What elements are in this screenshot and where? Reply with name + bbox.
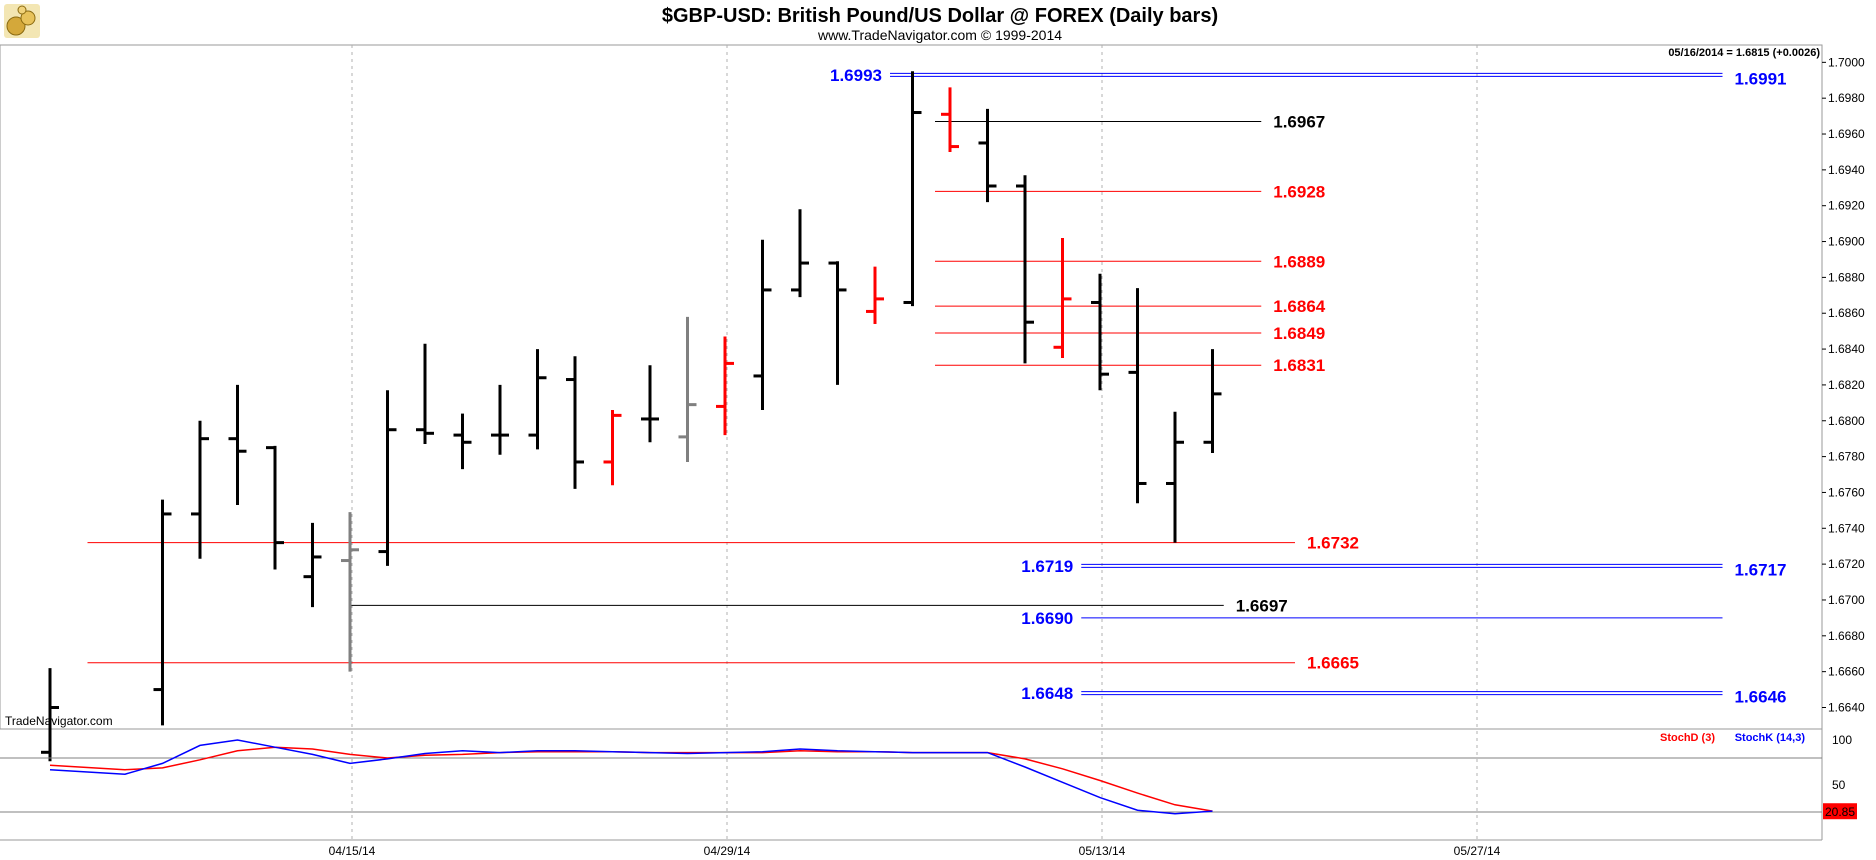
level-label: 1.6697 — [1236, 596, 1288, 615]
ohlc-bar — [828, 261, 847, 385]
ohlc-bar — [1203, 349, 1222, 454]
last-quote: 05/16/2014 = 1.6815 (+0.0026) — [1668, 47, 1820, 59]
watermark: TradeNavigator.com — [5, 714, 113, 728]
stoch-tick-label: 100 — [1832, 733, 1852, 747]
level-label: 1.6928 — [1273, 182, 1325, 201]
ohlc-bar — [341, 512, 359, 672]
stoch-tick-label: 50 — [1832, 778, 1846, 792]
y-tick-label: 1.7000 — [1828, 55, 1865, 69]
level-label: 1.6991 — [1735, 69, 1787, 88]
ohlc-bar — [716, 336, 734, 436]
y-tick-label: 1.6820 — [1828, 378, 1865, 392]
ohlc-bar — [1166, 411, 1184, 543]
ohlc-bar — [903, 71, 922, 307]
ohlc-bar — [678, 316, 697, 462]
y-tick-label: 1.6760 — [1828, 485, 1865, 499]
y-tick-label: 1.6680 — [1828, 629, 1865, 643]
ohlc-bar — [1091, 273, 1109, 391]
price-axis: 1.7000 1.6980 1.6960 1.6940 1.6920 1.6900 1.68… — [1822, 55, 1865, 714]
y-tick-label: 1.6740 — [1828, 521, 1865, 535]
ohlc-bar — [603, 410, 622, 486]
time-axis: 04/15/14 04/29/14 05/13/14 05/27/14 — [329, 844, 1501, 858]
y-tick-label: 1.6960 — [1828, 127, 1865, 141]
level-label: 1.6717 — [1735, 561, 1787, 580]
x-tick-label: 05/13/14 — [1079, 844, 1126, 858]
y-tick-label: 1.6720 — [1828, 557, 1865, 571]
ohlc-bar — [528, 349, 547, 450]
stochastic-panel: 100 50 20.85 — [0, 733, 1857, 820]
ohlc-bar — [228, 384, 247, 505]
chart-subtitle: www.TradeNavigator.com © 1999-2014 — [817, 27, 1062, 43]
ohlc-bar — [791, 209, 809, 298]
y-tick-label: 1.6880 — [1828, 270, 1865, 284]
ohlc-bar — [41, 668, 59, 762]
level-label: 1.6993 — [830, 66, 882, 85]
ohlc-bar — [641, 365, 659, 443]
ohlc-bar — [191, 420, 209, 559]
ohlc-bar — [453, 413, 472, 470]
y-tick-label: 1.6940 — [1828, 163, 1865, 177]
ohlc-bar — [566, 356, 584, 489]
level-label: 1.6690 — [1021, 609, 1073, 628]
y-tick-label: 1.6780 — [1828, 450, 1865, 464]
ohlc-bar — [416, 343, 434, 445]
y-tick-label: 1.6860 — [1828, 306, 1865, 320]
y-tick-label: 1.6920 — [1828, 199, 1865, 213]
y-tick-label: 1.6640 — [1828, 700, 1865, 714]
stochk-line — [49, 739, 1213, 815]
legend-stochk: StochK (14,3) — [1735, 732, 1806, 744]
y-tick-label: 1.6800 — [1828, 414, 1865, 428]
ohlc-bar — [1016, 175, 1034, 364]
ohlc-bar — [303, 522, 322, 608]
ohlc-bar — [753, 239, 772, 411]
stoch-value-box — [1823, 803, 1857, 820]
legend-stochd: StochD (3) — [1660, 732, 1715, 744]
x-tick-label: 04/29/14 — [704, 844, 751, 858]
y-tick-label: 1.6980 — [1828, 91, 1865, 105]
y-tick-label: 1.6660 — [1828, 665, 1865, 679]
level-label: 1.6864 — [1273, 297, 1326, 316]
ohlc-bar — [1053, 237, 1072, 359]
level-label: 1.6849 — [1273, 324, 1325, 343]
ohlc-bar — [1128, 288, 1147, 504]
level-label: 1.6648 — [1021, 684, 1073, 703]
level-label: 1.6719 — [1021, 557, 1073, 576]
level-label: 1.6732 — [1307, 534, 1359, 553]
level-label: 1.6831 — [1273, 356, 1325, 375]
support-resistance-levels: 1.6993 1.6991 1.6967 1.6928 1.6889 1.6864 1.68… — [87, 66, 1787, 707]
ohlc-bar — [266, 445, 284, 570]
level-label: 1.6646 — [1735, 688, 1787, 707]
stoch-current-value: 20.85 — [1825, 805, 1855, 819]
ohlc-bar — [941, 87, 959, 152]
ohlc-bar — [978, 108, 997, 203]
level-label: 1.6889 — [1273, 252, 1325, 271]
ohlc-bar — [491, 384, 509, 455]
trade-navigator-logo-icon — [4, 4, 40, 38]
x-tick-label: 05/27/14 — [1454, 844, 1501, 858]
ohlc-bar — [153, 499, 172, 726]
x-tick-label: 04/15/14 — [329, 844, 376, 858]
y-tick-label: 1.6900 — [1828, 235, 1865, 249]
level-label: 1.6665 — [1307, 654, 1359, 673]
chart-title: $GBP-USD: British Pound/US Dollar @ FORE… — [662, 5, 1218, 27]
ohlc-bars — [41, 71, 1222, 762]
y-tick-label: 1.6840 — [1828, 342, 1865, 356]
ohlc-bar — [866, 266, 884, 324]
y-tick-label: 1.6700 — [1828, 593, 1865, 607]
level-label: 1.6967 — [1273, 112, 1325, 131]
ohlc-bar — [378, 390, 397, 566]
